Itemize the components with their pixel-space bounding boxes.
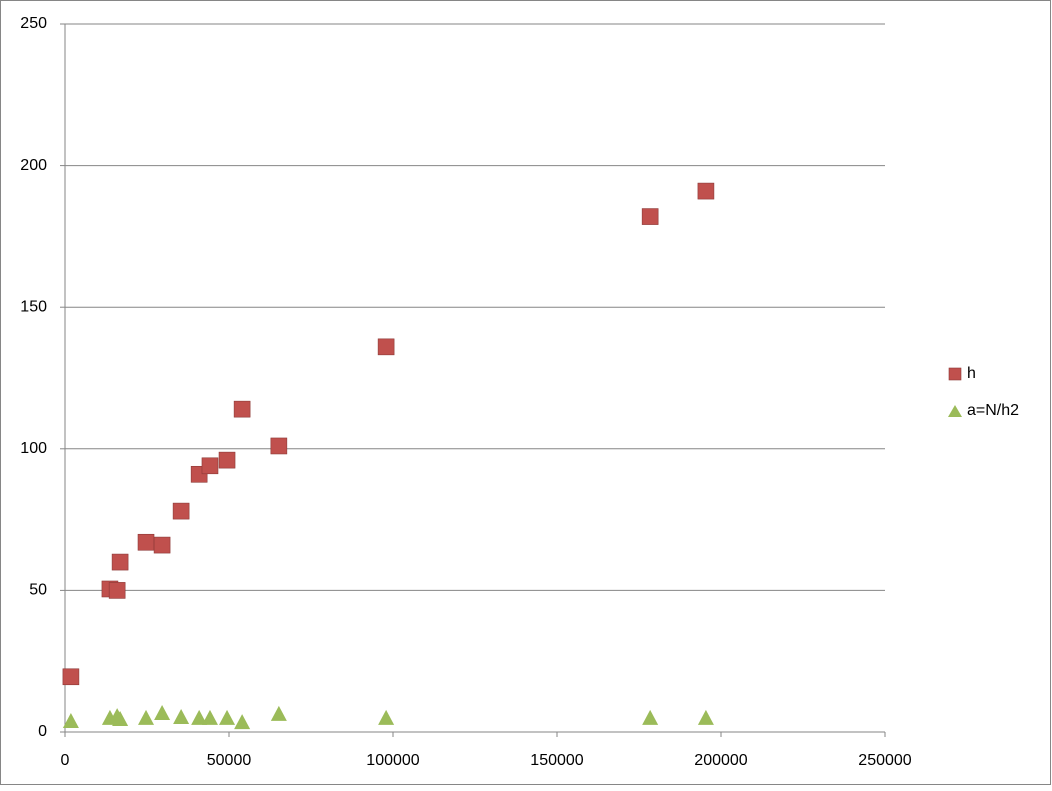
marker xyxy=(153,536,171,554)
y-tick-label: 0 xyxy=(38,723,47,740)
marker xyxy=(108,582,126,599)
marker xyxy=(642,709,659,725)
x-tick-label: 100000 xyxy=(366,752,419,769)
marker xyxy=(234,714,251,730)
marker xyxy=(137,533,155,551)
marker xyxy=(191,709,208,725)
y-tick-label: 200 xyxy=(20,157,47,174)
marker xyxy=(219,709,236,725)
marker xyxy=(154,705,171,721)
marker xyxy=(62,668,80,686)
marker xyxy=(172,502,190,520)
y-tick-label: 100 xyxy=(20,440,47,457)
legend-marker xyxy=(948,367,962,381)
x-tick-label: 200000 xyxy=(694,752,747,769)
y-tick-label: 50 xyxy=(29,582,47,599)
marker xyxy=(201,709,218,725)
marker xyxy=(62,712,79,728)
x-tick-label: 150000 xyxy=(530,752,583,769)
y-tick-label: 150 xyxy=(20,298,47,315)
marker xyxy=(138,709,155,725)
y-tick-label: 250 xyxy=(20,15,47,32)
x-tick-label: 50000 xyxy=(207,752,252,769)
marker xyxy=(233,400,251,418)
marker xyxy=(112,710,129,726)
marker xyxy=(697,709,714,725)
marker xyxy=(218,451,236,469)
marker xyxy=(173,708,190,724)
marker xyxy=(378,709,395,725)
marker xyxy=(641,208,659,225)
marker xyxy=(201,457,219,475)
legend-label: h xyxy=(967,365,976,382)
marker xyxy=(270,437,288,455)
legend-label: a=N/h2 xyxy=(967,402,1019,419)
marker xyxy=(111,553,129,571)
x-tick-label: 250000 xyxy=(858,752,911,769)
legend-marker xyxy=(948,405,962,417)
x-tick-label: 0 xyxy=(61,752,70,769)
marker xyxy=(270,705,287,721)
marker xyxy=(697,182,715,200)
marker xyxy=(377,338,395,356)
